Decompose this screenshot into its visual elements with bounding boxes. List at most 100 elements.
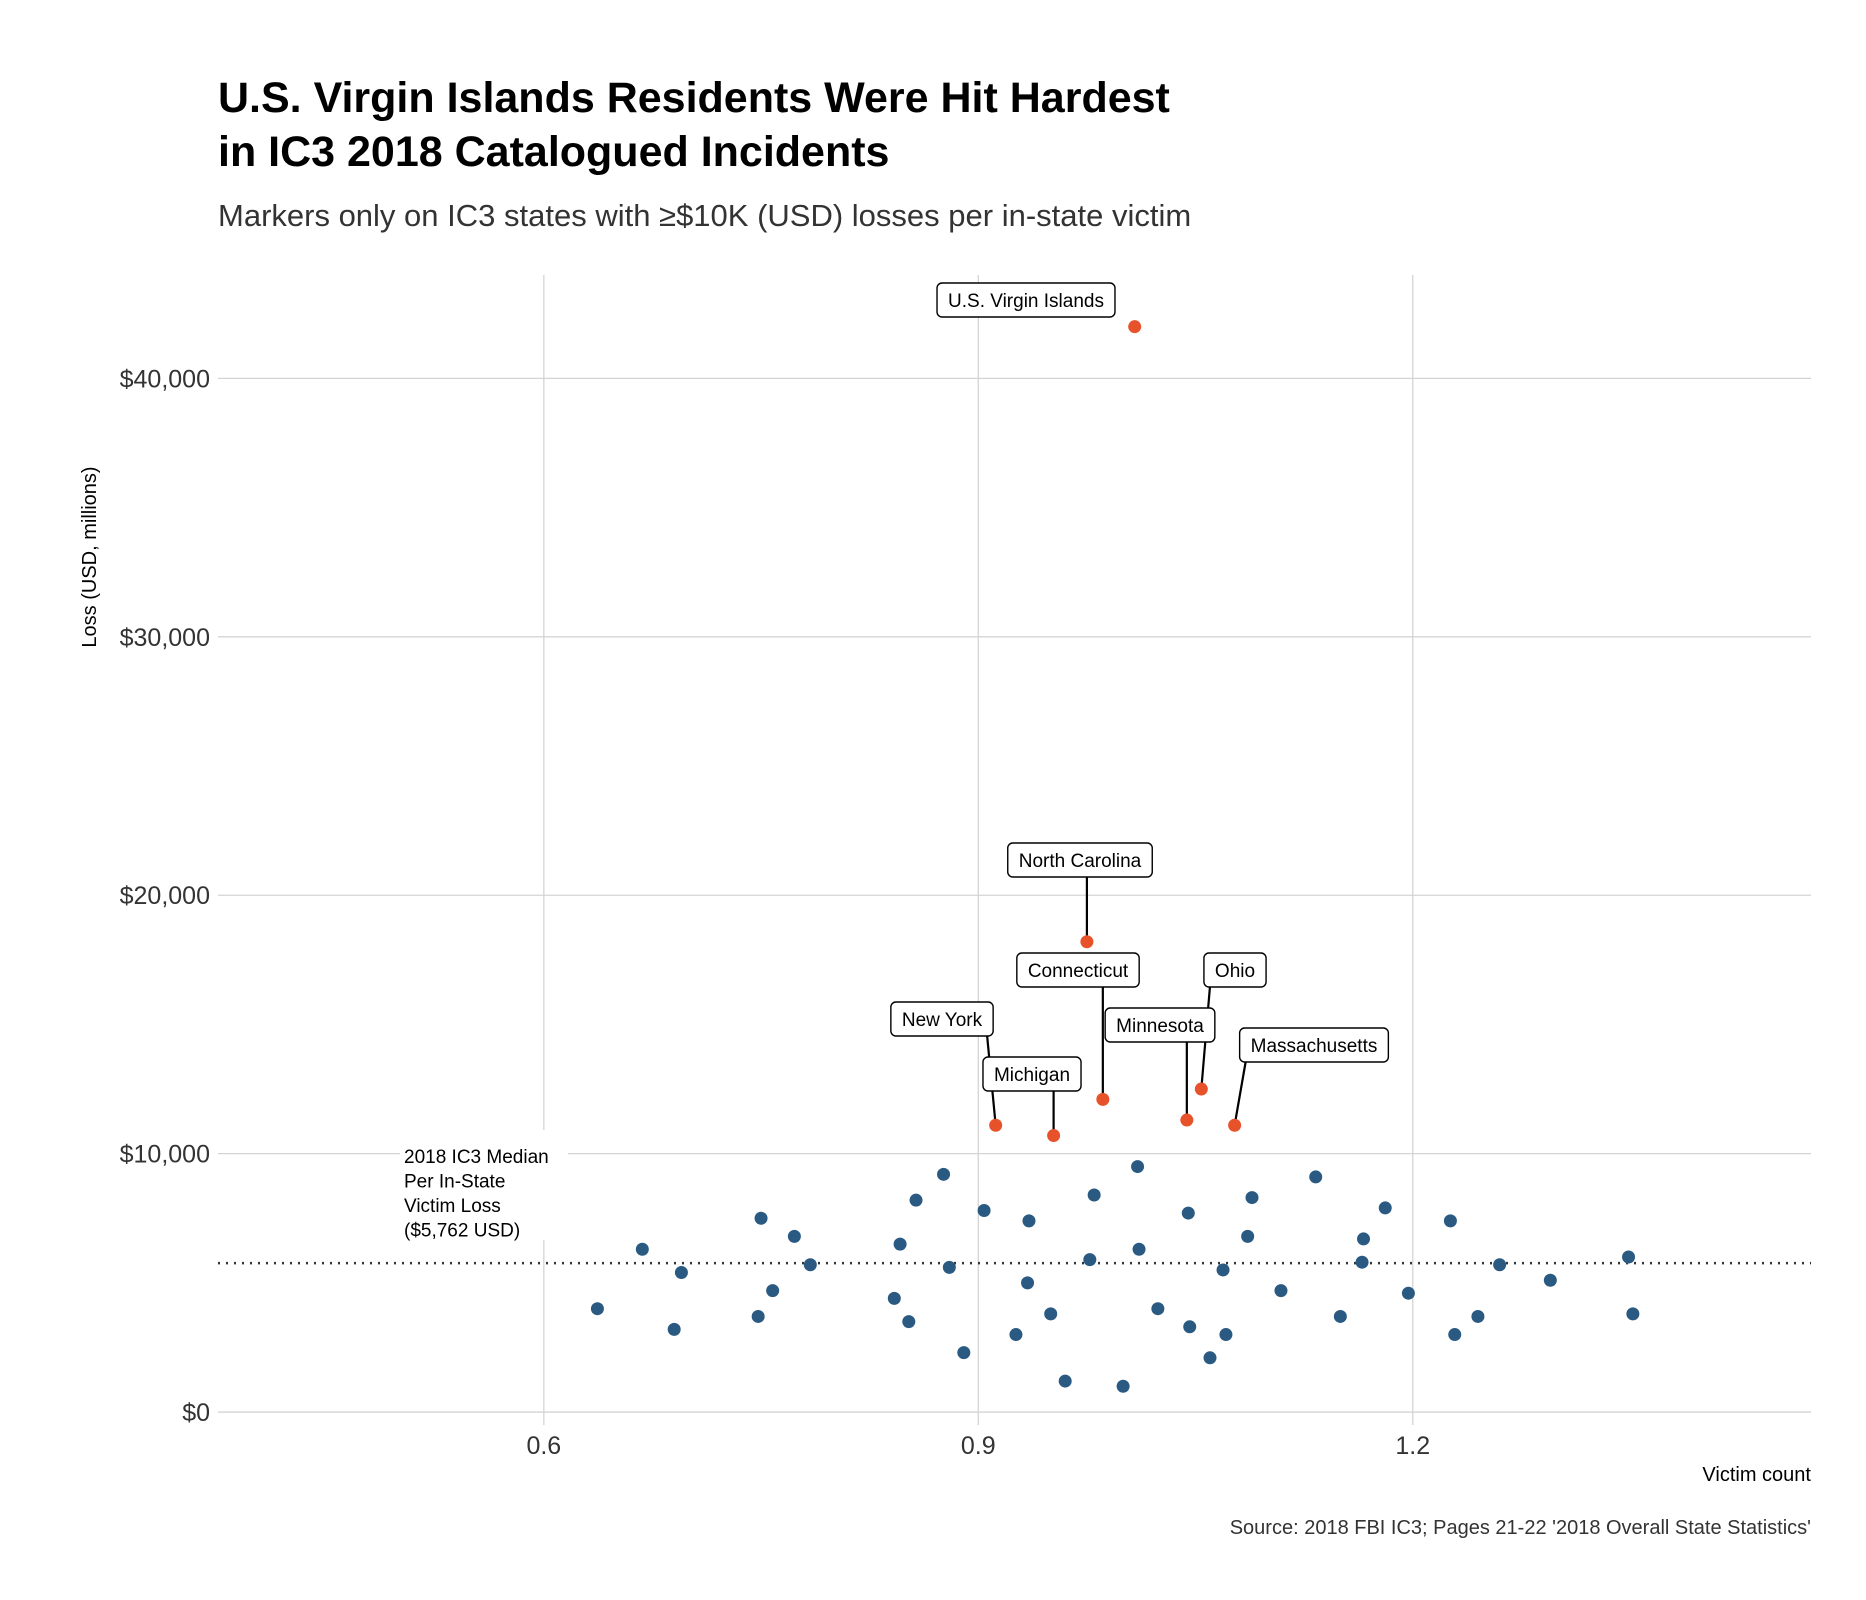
data-point [1021, 1276, 1035, 1290]
chart-title-line-2: in IC3 2018 Catalogued Incidents [218, 128, 889, 176]
data-point [1355, 1255, 1369, 1269]
data-point [1333, 1309, 1347, 1323]
highlighted-point [1228, 1118, 1242, 1132]
data-point [1083, 1253, 1097, 1267]
data-points [590, 1160, 1640, 1393]
callout-label: New York [902, 1010, 983, 1031]
data-point [977, 1204, 991, 1218]
median-label-line: Per In-State [404, 1172, 505, 1193]
data-point [1116, 1379, 1130, 1393]
callout-label: North Carolina [1019, 851, 1142, 872]
x-tick-label: 0.9 [961, 1432, 996, 1460]
data-point [754, 1211, 768, 1225]
data-point [1183, 1320, 1197, 1334]
highlighted-point [1047, 1129, 1061, 1143]
data-point [667, 1322, 681, 1336]
callout-label: Ohio [1215, 961, 1255, 982]
data-point [1401, 1286, 1415, 1300]
y-tick-label: $10,000 [120, 1141, 210, 1169]
data-point [902, 1315, 916, 1329]
data-point [1443, 1214, 1457, 1228]
highlighted-point [1180, 1113, 1194, 1127]
callout-leader [1233, 1061, 1247, 1126]
median-line-group: 2018 IC3 Median Per In-State Victim Loss ($… [218, 1130, 1811, 1265]
callout-box [890, 1001, 994, 1037]
y-axis-title: Loss (USD, millions) [79, 466, 101, 647]
data-point [909, 1193, 923, 1207]
callout: Michigan [982, 1056, 1082, 1136]
callouts: U.S. Virgin Islands North Carolina Connect… [890, 282, 1390, 1136]
highlighted-point [1096, 1092, 1110, 1106]
data-point [1151, 1302, 1165, 1316]
callout: Massachusetts [1233, 1027, 1390, 1126]
data-point [1132, 1242, 1146, 1256]
x-tick-label: 1.2 [1395, 1432, 1430, 1460]
data-point [1203, 1351, 1217, 1365]
callout-box [1104, 1007, 1216, 1043]
callout: Connecticut [1016, 952, 1140, 1100]
median-label-line: Victim Loss [404, 1196, 501, 1217]
data-point [1087, 1188, 1101, 1202]
data-point [1274, 1284, 1288, 1298]
data-point [1245, 1191, 1259, 1205]
data-point [957, 1346, 971, 1360]
y-tick-label: $0 [182, 1399, 210, 1427]
data-point [635, 1242, 649, 1256]
median-label-line: ($5,762 USD) [404, 1221, 520, 1242]
highlighted-point [1194, 1082, 1208, 1096]
callout-label: Massachusetts [1251, 1036, 1378, 1057]
callout-label: Connecticut [1028, 961, 1129, 982]
median-label-line: 2018 IC3 Median [404, 1147, 549, 1168]
data-point [1622, 1250, 1636, 1264]
data-point [1216, 1263, 1230, 1277]
chart-title-line-1: U.S. Virgin Islands Residents Were Hit H… [218, 74, 1170, 122]
highlighted-point [989, 1118, 1003, 1132]
callout-box [982, 1056, 1082, 1092]
data-point [893, 1237, 907, 1251]
callout: U.S. Virgin Islands [936, 282, 1116, 318]
data-point [1378, 1201, 1392, 1215]
data-point [787, 1229, 801, 1243]
data-point [1357, 1232, 1371, 1246]
data-point [1241, 1229, 1255, 1243]
axis-ticks: $0 $10,000 $20,000 $30,000 $40,000 0.6 0.9 1.2 [120, 365, 1431, 1460]
callout-label: U.S. Virgin Islands [948, 291, 1104, 312]
highlighted-point [1080, 935, 1094, 949]
callout-label: Michigan [994, 1065, 1070, 1086]
data-point [1009, 1328, 1023, 1342]
median-label: 2018 IC3 Median Per In-State Victim Loss ($… [404, 1147, 549, 1242]
callout: New York [890, 1001, 997, 1126]
data-point [942, 1260, 956, 1274]
data-point [1044, 1307, 1058, 1321]
data-point [751, 1309, 765, 1323]
data-point [674, 1266, 688, 1280]
data-point [766, 1284, 780, 1298]
data-point [1543, 1273, 1557, 1287]
data-point [1131, 1160, 1145, 1174]
data-point [1493, 1258, 1507, 1272]
chart-header: U.S. Virgin Islands Residents Were Hit H… [218, 74, 1191, 233]
y-tick-label: $30,000 [120, 624, 210, 652]
data-point [1022, 1214, 1036, 1228]
source-caption: Source: 2018 FBI IC3; Pages 21-22 '2018 … [1230, 1517, 1811, 1539]
data-point [1181, 1206, 1195, 1220]
chart-subtitle: Markers only on IC3 states with ≥$10K (U… [218, 198, 1191, 233]
callout-box [1016, 952, 1140, 988]
data-point [1626, 1307, 1640, 1321]
callout-box [1007, 842, 1153, 878]
callout: Minnesota [1104, 1007, 1216, 1121]
data-point [887, 1291, 901, 1305]
data-point [803, 1258, 817, 1272]
callout-box [1203, 952, 1267, 988]
data-point [590, 1302, 604, 1316]
data-point [1448, 1328, 1462, 1342]
data-point [1471, 1309, 1485, 1323]
x-tick-label: 0.6 [526, 1432, 561, 1460]
highlighted-points [989, 320, 1242, 1143]
y-tick-label: $40,000 [120, 365, 210, 393]
callout-box [1238, 1027, 1390, 1063]
data-point [1058, 1374, 1072, 1388]
x-axis-title: Victim count [1702, 1464, 1811, 1486]
median-label-background [400, 1130, 568, 1240]
